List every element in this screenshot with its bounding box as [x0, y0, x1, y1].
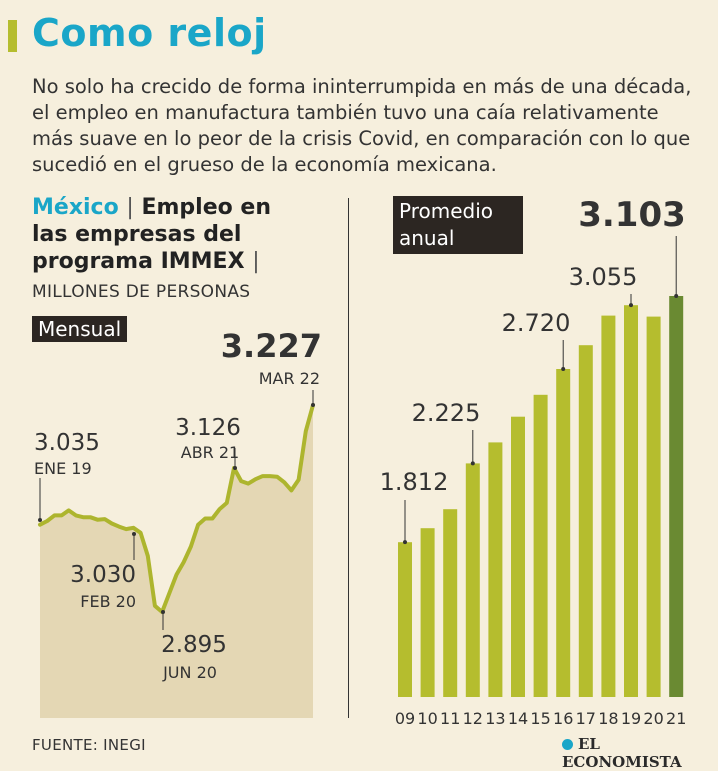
- annual-value-16: 2.720: [502, 309, 571, 337]
- monthly-value-feb-20: 3.030: [70, 562, 136, 588]
- annual-dot-19: [629, 303, 633, 307]
- annual-value-19: 3.055: [569, 263, 638, 291]
- monthly-dot-abr-21: [233, 466, 237, 470]
- monthly-value-ene-19: 3.035: [34, 430, 100, 456]
- annual-xtick-21: 21: [666, 709, 686, 728]
- annual-bar-14: [511, 417, 525, 697]
- annual-value-21: 3.103: [578, 195, 686, 235]
- monthly-dot-ene-19: [38, 518, 42, 522]
- annual-xtick-19: 19: [621, 709, 641, 728]
- monthly-date-ene-19: ENE 19: [34, 459, 92, 478]
- monthly-date-jun-20: JUN 20: [162, 663, 217, 682]
- annual-value-12: 2.225: [412, 399, 481, 427]
- annual-bar-20: [647, 317, 661, 697]
- annual-value-09: 1.812: [380, 468, 449, 496]
- annual-bar-17: [579, 345, 593, 697]
- annual-bar-09: [398, 542, 412, 697]
- monthly-value-mar-22: 3.227: [221, 327, 322, 365]
- annual-dot-09: [403, 540, 407, 544]
- monthly-dot-mar-22: [311, 403, 315, 407]
- annual-xtick-14: 14: [508, 709, 528, 728]
- annual-dot-12: [471, 461, 475, 465]
- annual-dot-16: [561, 367, 565, 371]
- annual-xtick-16: 16: [553, 709, 573, 728]
- annual-bar-16: [556, 369, 570, 697]
- monthly-date-abr-21: ABR 21: [181, 443, 239, 462]
- monthly-dot-jun-20: [161, 610, 165, 614]
- annual-bar-11: [443, 509, 457, 697]
- annual-bar-15: [534, 395, 548, 697]
- annual-xtick-15: 15: [530, 709, 550, 728]
- source-label: FUENTE: INEGI: [32, 736, 146, 754]
- brand-icon: [562, 739, 573, 750]
- annual-bar-10: [421, 528, 435, 697]
- annual-xtick-18: 18: [598, 709, 618, 728]
- brand-logo: EL ECONOMISTA: [562, 735, 718, 771]
- annual-bar-13: [488, 442, 502, 697]
- monthly-value-jun-20: 2.895: [161, 632, 227, 658]
- monthly-dot-feb-20: [132, 532, 136, 536]
- annual-xtick-17: 17: [576, 709, 596, 728]
- monthly-date-feb-20: FEB 20: [80, 592, 136, 611]
- annual-bar-12: [466, 463, 480, 697]
- annual-xtick-10: 10: [417, 709, 437, 728]
- annual-xtick-09: 09: [395, 709, 415, 728]
- annual-dot-21: [674, 294, 678, 298]
- annual-bar-21: [669, 296, 683, 697]
- annual-xtick-11: 11: [440, 709, 460, 728]
- monthly-date-mar-22: MAR 22: [259, 369, 320, 388]
- annual-bar-19: [624, 305, 638, 697]
- brand-name: EL ECONOMISTA: [562, 735, 682, 771]
- annual-bar-18: [601, 316, 615, 697]
- annual-xtick-12: 12: [463, 709, 483, 728]
- monthly-value-abr-21: 3.126: [175, 415, 241, 441]
- annual-xtick-20: 20: [643, 709, 663, 728]
- annual-xtick-13: 13: [485, 709, 505, 728]
